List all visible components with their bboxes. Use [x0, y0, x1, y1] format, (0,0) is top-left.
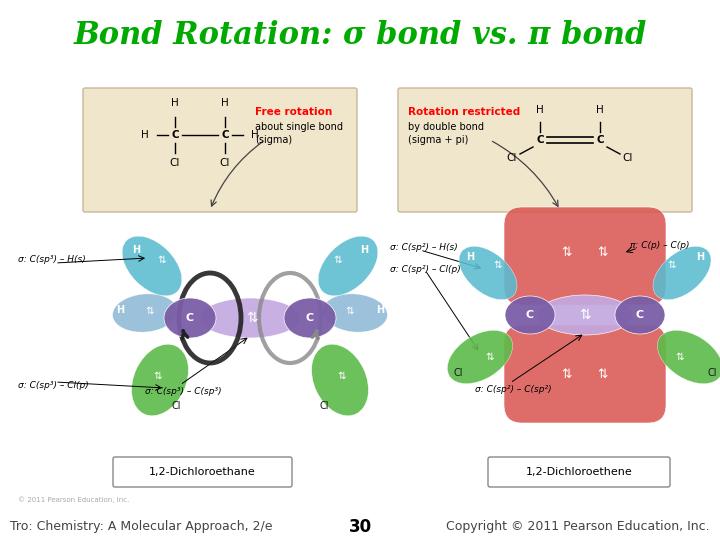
Text: Cl: Cl	[454, 368, 463, 378]
Text: about single bond: about single bond	[255, 122, 343, 132]
Text: C: C	[221, 130, 229, 140]
Text: C: C	[186, 313, 194, 323]
Text: C: C	[306, 313, 314, 323]
Text: Copyright © 2011 Pearson Education, Inc.: Copyright © 2011 Pearson Education, Inc.	[446, 520, 710, 533]
Text: H: H	[360, 245, 368, 255]
Text: σ: C(sp²) – H(s): σ: C(sp²) – H(s)	[390, 244, 458, 253]
Ellipse shape	[200, 298, 300, 338]
Text: ⇅: ⇅	[485, 352, 495, 362]
Ellipse shape	[505, 296, 555, 334]
Text: © 2011 Pearson Education, Inc.: © 2011 Pearson Education, Inc.	[18, 497, 130, 503]
Text: Cl: Cl	[220, 158, 230, 168]
Text: ⇅: ⇅	[338, 371, 346, 381]
FancyBboxPatch shape	[504, 325, 666, 423]
Text: H: H	[141, 130, 149, 140]
Text: ⇅: ⇅	[246, 311, 258, 325]
Ellipse shape	[312, 345, 369, 416]
Text: Cl: Cl	[707, 368, 716, 378]
Ellipse shape	[653, 246, 711, 300]
Text: σ: C(sp³) – C(sp³): σ: C(sp³) – C(sp³)	[145, 388, 222, 396]
Text: by double bond: by double bond	[408, 122, 484, 132]
Text: H: H	[376, 305, 384, 315]
Text: C: C	[171, 130, 179, 140]
Ellipse shape	[447, 330, 513, 384]
Text: H: H	[132, 245, 140, 255]
Text: Cl: Cl	[170, 158, 180, 168]
Text: Cl: Cl	[623, 153, 633, 163]
Text: ⇅: ⇅	[333, 255, 343, 265]
Text: ⇅: ⇅	[494, 260, 503, 270]
Ellipse shape	[323, 294, 387, 332]
Text: C: C	[526, 310, 534, 320]
Text: σ: C(sp³) – Cl(p): σ: C(sp³) – Cl(p)	[18, 381, 89, 389]
Text: ⇅: ⇅	[675, 352, 685, 362]
Text: ⇅: ⇅	[667, 260, 676, 270]
Text: H: H	[466, 252, 474, 262]
Text: σ: C(sp²) – C(sp²): σ: C(sp²) – C(sp²)	[475, 386, 552, 395]
Text: H: H	[596, 105, 604, 115]
Ellipse shape	[132, 345, 189, 416]
Text: ⇅: ⇅	[562, 368, 572, 381]
Text: ⇅: ⇅	[153, 371, 163, 381]
Text: C: C	[596, 135, 604, 145]
Ellipse shape	[284, 298, 336, 338]
Text: π: C(p) – C(p): π: C(p) – C(p)	[630, 240, 690, 249]
Text: Rotation restricted: Rotation restricted	[408, 107, 521, 117]
Text: H: H	[221, 98, 229, 108]
Text: Free rotation: Free rotation	[255, 107, 332, 117]
Text: Tro: Chemistry: A Molecular Approach, 2/e: Tro: Chemistry: A Molecular Approach, 2/…	[10, 520, 272, 533]
Ellipse shape	[112, 294, 177, 332]
Ellipse shape	[615, 296, 665, 334]
Text: Bond Rotation: σ bond vs. π bond: Bond Rotation: σ bond vs. π bond	[73, 19, 647, 51]
FancyBboxPatch shape	[398, 88, 692, 212]
Text: H: H	[116, 305, 124, 315]
Ellipse shape	[657, 330, 720, 384]
Text: 30: 30	[348, 517, 372, 536]
Text: ⇅: ⇅	[579, 308, 591, 322]
Ellipse shape	[459, 246, 517, 300]
Text: (sigma): (sigma)	[255, 135, 292, 145]
Text: H: H	[536, 105, 544, 115]
Text: C: C	[536, 135, 544, 145]
FancyBboxPatch shape	[488, 457, 670, 487]
Text: σ: C(sp²) – Cl(p): σ: C(sp²) – Cl(p)	[390, 266, 461, 274]
Text: 1,2-Dichloroethene: 1,2-Dichloroethene	[526, 467, 632, 477]
Text: Cl: Cl	[319, 401, 329, 411]
Text: ⇅: ⇅	[346, 306, 354, 316]
Text: ⇅: ⇅	[158, 255, 166, 265]
Text: Cl: Cl	[507, 153, 517, 163]
FancyBboxPatch shape	[113, 457, 292, 487]
Text: (sigma + pi): (sigma + pi)	[408, 135, 469, 145]
Text: C: C	[636, 310, 644, 320]
Ellipse shape	[164, 298, 216, 338]
Text: H: H	[251, 130, 259, 140]
Ellipse shape	[318, 236, 378, 296]
Text: ⇅: ⇅	[562, 246, 572, 260]
FancyBboxPatch shape	[83, 88, 357, 212]
Text: H: H	[696, 252, 704, 262]
Text: ⇅: ⇅	[145, 306, 154, 316]
Text: H: H	[171, 98, 179, 108]
Ellipse shape	[122, 236, 182, 296]
Text: σ: C(sp³) – H(s): σ: C(sp³) – H(s)	[18, 255, 86, 265]
Text: ⇅: ⇅	[598, 246, 608, 260]
Text: Cl: Cl	[171, 401, 181, 411]
Ellipse shape	[538, 295, 632, 335]
Text: 1,2-Dichloroethane: 1,2-Dichloroethane	[148, 467, 256, 477]
FancyBboxPatch shape	[504, 207, 666, 305]
Text: ⇅: ⇅	[598, 368, 608, 381]
